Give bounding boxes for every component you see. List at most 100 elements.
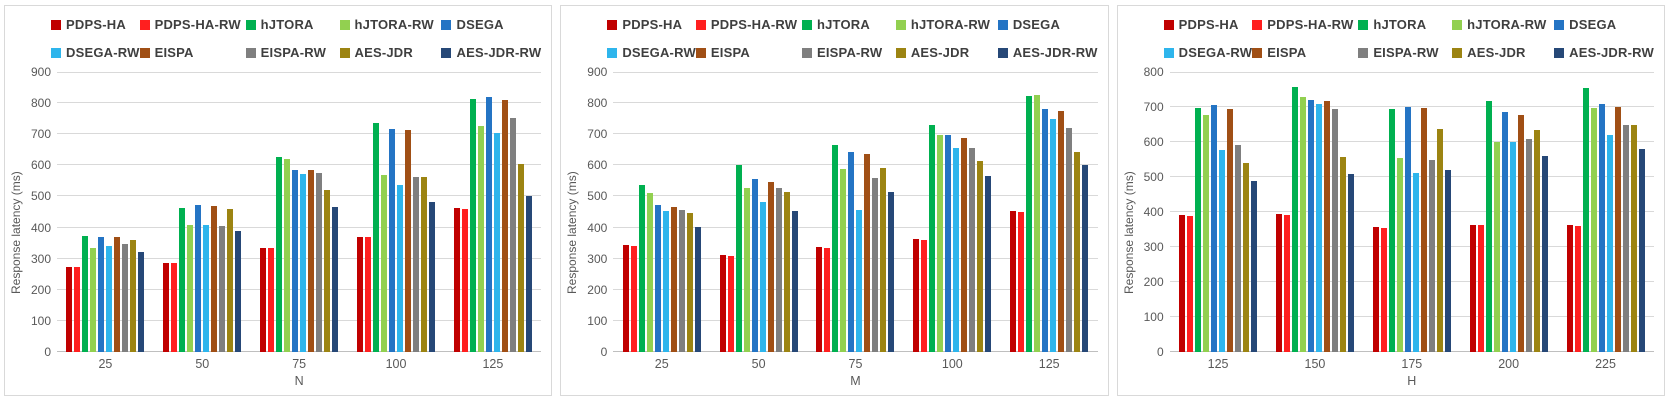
legend-label: hJTORA-RW xyxy=(1467,17,1547,32)
y-tick-label: 400 xyxy=(587,220,608,235)
bar-aes-jdr-225 xyxy=(1630,125,1637,352)
plot-area xyxy=(57,72,542,352)
legend-swatch-icon xyxy=(441,19,452,30)
bar-pdps-ha-rw-75 xyxy=(268,248,275,352)
bar-eispa-rw-150 xyxy=(1331,109,1338,352)
bar-dsega-rw-75 xyxy=(856,210,863,352)
gridline xyxy=(613,319,1098,321)
bar-group-75 xyxy=(807,72,904,352)
chart-body: Response latency (ms) 0 100 200 300 400 500 60… xyxy=(1121,66,1654,393)
y-tick-label: 500 xyxy=(30,189,51,204)
bar-dsega-rw-175 xyxy=(1412,172,1419,352)
bar-eispa-rw-75 xyxy=(872,177,879,352)
bar-eispa-rw-200 xyxy=(1525,138,1532,352)
x-tick-label: 50 xyxy=(751,357,766,371)
bar-eispa-rw-125 xyxy=(1066,128,1073,352)
legend-swatch-icon xyxy=(51,19,61,30)
bar-aes-jdr-50 xyxy=(227,208,234,352)
bar-pdps-ha-rw-125 xyxy=(1187,215,1194,352)
gridline xyxy=(613,72,1098,73)
bar-hjtora-rw-125 xyxy=(477,126,484,352)
y-axis-title: Response latency (ms) xyxy=(9,171,23,294)
y-tick-label: 600 xyxy=(1143,135,1164,149)
bar-hjtora-125 xyxy=(1195,108,1202,352)
bar-dsega-25 xyxy=(98,237,105,352)
bar-hjtora-rw-50 xyxy=(743,188,750,352)
legend-label: PDPS-HA xyxy=(1178,17,1239,32)
bar-aes-jdr-rw-125 xyxy=(525,195,532,352)
bar-dsega-125 xyxy=(1211,105,1218,352)
bar-eispa-100 xyxy=(961,137,968,352)
bar-pdps-ha-rw-25 xyxy=(630,246,637,352)
bar-pdps-ha-125 xyxy=(1179,214,1186,352)
bar-aes-jdr-25 xyxy=(130,239,137,352)
y-tick-label: 900 xyxy=(30,65,51,79)
legend-item-aes-jdr: AES-JDR xyxy=(339,45,442,60)
bar-group-125 xyxy=(1170,72,1267,352)
bar-pdps-ha-25 xyxy=(66,267,73,352)
chart-panel-n: PDPS-HA PDPS-HA-RW hJTORA hJTORA-RW DSEGA DSE… xyxy=(4,5,553,396)
bar-pdps-ha-50 xyxy=(719,255,726,352)
bar-dsega-rw-100 xyxy=(953,148,960,352)
bar-hjtora-rw-25 xyxy=(90,248,97,352)
bar-hjtora-rw-125 xyxy=(1203,114,1210,352)
bar-dsega-100 xyxy=(389,129,395,352)
legend: PDPS-HA PDPS-HA-RW hJTORA hJTORA-RW DSEGA DSE… xyxy=(565,10,1097,72)
bar-pdps-ha-rw-125 xyxy=(1018,212,1025,352)
plot-area xyxy=(1169,72,1654,352)
x-tick-label: 125 xyxy=(482,357,504,371)
bar-pdps-ha-225 xyxy=(1566,225,1573,352)
y-tick-label: 500 xyxy=(1143,170,1164,184)
bar-hjtora-rw-75 xyxy=(284,158,291,352)
legend-label: AES-JDR xyxy=(910,45,970,60)
bar-pdps-ha-rw-100 xyxy=(921,240,928,352)
gridline xyxy=(613,164,1098,166)
bar-aes-jdr-rw-50 xyxy=(235,230,242,352)
legend-item-dsega: DSEGA xyxy=(1554,17,1654,32)
bar-dsega-75 xyxy=(848,152,855,352)
plot-column: 0 100 200 300 400 500 600 700 800 125 150 175 200 22… xyxy=(1138,66,1654,393)
bar-eispa-50 xyxy=(211,205,218,352)
bar-pdps-ha-75 xyxy=(260,247,267,352)
bar-eispa-rw-50 xyxy=(219,226,226,352)
x-tick-label: 25 xyxy=(654,357,669,371)
legend-item-pdps-ha-rw: PDPS-HA-RW xyxy=(1252,17,1358,32)
bar-eispa-rw-125 xyxy=(509,118,516,352)
bar-dsega-75 xyxy=(292,170,299,352)
legend-label: EISPA xyxy=(154,45,194,60)
y-tick-label: 700 xyxy=(587,127,608,142)
bar-dsega-125 xyxy=(485,97,492,352)
bar-eispa-225 xyxy=(1614,106,1621,352)
bar-groups xyxy=(613,72,1097,352)
bar-pdps-ha-rw-25 xyxy=(74,267,81,352)
legend-swatch-icon xyxy=(695,47,706,58)
bar-group-75 xyxy=(251,72,348,352)
y-axis-title: Response latency (ms) xyxy=(1121,171,1136,294)
bar-dsega-rw-200 xyxy=(1509,142,1516,352)
bar-pdps-ha-100 xyxy=(913,239,920,352)
bar-eispa-50 xyxy=(767,181,774,352)
bar-aes-jdr-50 xyxy=(783,192,790,352)
bar-dsega-50 xyxy=(751,178,758,352)
y-tick-label: 300 xyxy=(587,251,608,266)
legend-item-dsega: DSEGA xyxy=(997,17,1098,32)
legend-item-pdps-ha-rw: PDPS-HA-RW xyxy=(139,17,246,32)
bar-pdps-ha-rw-175 xyxy=(1380,228,1387,352)
bar-pdps-ha-rw-100 xyxy=(365,236,371,352)
y-tick-label: 700 xyxy=(30,127,51,142)
bar-hjtora-150 xyxy=(1291,87,1298,352)
legend-label: DSEGA-RW xyxy=(622,45,696,60)
y-axis-ticks: 0 100 200 300 400 500 600 700 800 900 xyxy=(25,66,57,358)
x-tick-label: 175 xyxy=(1401,357,1423,371)
y-tick-label: 500 xyxy=(587,189,608,204)
gridline xyxy=(57,164,542,166)
y-tick-label: 700 xyxy=(1143,100,1164,114)
legend-label: EISPA xyxy=(1267,45,1307,60)
y-tick-label: 400 xyxy=(1143,205,1164,219)
y-axis-ticks: 0 100 200 300 400 500 600 700 800 900 xyxy=(581,66,613,358)
legend-label: PDPS-HA-RW xyxy=(710,17,798,32)
gridline xyxy=(613,133,1098,135)
bar-group-225 xyxy=(1557,72,1654,352)
bar-group-125 xyxy=(444,72,541,352)
